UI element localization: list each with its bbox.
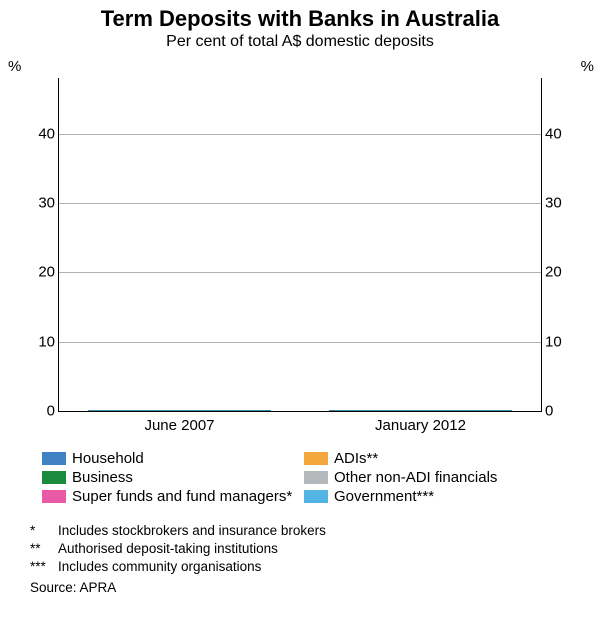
legend-label: ADIs** [334, 450, 378, 467]
footnote-text: Includes stockbrokers and insurance brok… [58, 522, 326, 540]
legend-label: Business [72, 469, 133, 486]
y-tick-right: 10 [545, 333, 571, 350]
legend-label: Super funds and fund managers* [72, 488, 292, 505]
legend-swatch [304, 490, 328, 503]
y-tick-left: 20 [29, 264, 55, 281]
footnote: **Authorised deposit-taking institutions [30, 540, 570, 558]
y-tick-left: 0 [29, 403, 55, 420]
y-tick-left: 10 [29, 333, 55, 350]
gridline [59, 342, 541, 343]
x-axis-label: January 2012 [329, 417, 512, 434]
legend-item: Business [42, 469, 296, 486]
legend-label: Other non-ADI financials [334, 469, 497, 486]
footnote-mark: *** [30, 558, 58, 576]
legend-swatch [42, 452, 66, 465]
x-axis-label: June 2007 [88, 417, 271, 434]
legend: Household ADIs** Business Other non-ADI fin… [42, 450, 558, 505]
y-tick-left: 30 [29, 194, 55, 211]
bar-segment [88, 410, 271, 411]
legend-item: Household [42, 450, 296, 467]
bar-segment [329, 410, 512, 411]
plot-region: 001010202030304040June 2007January 2012 [58, 78, 542, 412]
chart-title: Term Deposits with Banks in Australia [0, 0, 600, 32]
legend-item: Government*** [304, 488, 558, 505]
legend-swatch [42, 490, 66, 503]
gridline [59, 203, 541, 204]
y-tick-right: 0 [545, 403, 571, 420]
footnote: ***Includes community organisations [30, 558, 570, 576]
y-tick-right: 20 [545, 264, 571, 281]
y-tick-right: 30 [545, 194, 571, 211]
chart-area: % % 001010202030304040June 2007January 2… [28, 60, 572, 440]
legend-swatch [304, 471, 328, 484]
legend-label: Government*** [334, 488, 434, 505]
legend-item: Super funds and fund managers* [42, 488, 296, 505]
footnote: *Includes stockbrokers and insurance bro… [30, 522, 570, 540]
footnotes: *Includes stockbrokers and insurance bro… [30, 522, 570, 597]
footnote-text: Authorised deposit-taking institutions [58, 540, 278, 558]
legend-swatch [42, 471, 66, 484]
chart-subtitle: Per cent of total A$ domestic deposits [0, 33, 600, 51]
y-unit-right: % [581, 58, 594, 75]
footnote-mark: ** [30, 540, 58, 558]
legend-item: Other non-ADI financials [304, 469, 558, 486]
y-tick-left: 40 [29, 125, 55, 142]
legend-swatch [304, 452, 328, 465]
gridline [59, 272, 541, 273]
footnote-mark: * [30, 522, 58, 540]
y-tick-right: 40 [545, 125, 571, 142]
source-label: Source: APRA [30, 579, 570, 597]
legend-item: ADIs** [304, 450, 558, 467]
footnote-text: Includes community organisations [58, 558, 261, 576]
y-unit-left: % [8, 58, 21, 75]
legend-label: Household [72, 450, 144, 467]
gridline [59, 134, 541, 135]
